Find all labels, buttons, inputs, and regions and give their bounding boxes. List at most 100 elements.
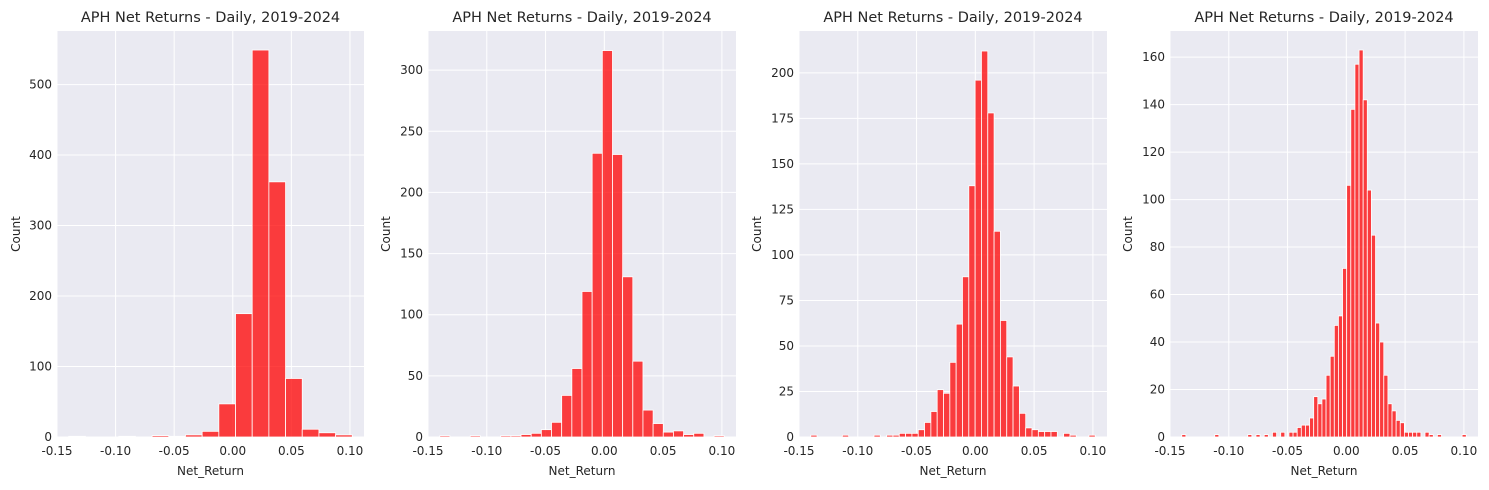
x-axis-label: Net_Return (1291, 464, 1358, 478)
histogram-bar (642, 409, 654, 438)
histogram-bar (591, 152, 603, 438)
y-tick-label: 150 (771, 157, 794, 171)
y-tick-label: 125 (771, 202, 794, 216)
x-axis-label: Net_Return (177, 464, 244, 478)
histogram-bar (612, 154, 624, 438)
histogram-bar (1329, 355, 1335, 438)
histogram-bar (886, 434, 894, 438)
plot-area (1170, 31, 1478, 437)
histogram-bar (930, 411, 938, 438)
histogram-bar (235, 313, 253, 438)
histogram-bar (540, 429, 552, 438)
x-tick-label: -0.05 (1272, 444, 1303, 458)
histogram-bar (571, 368, 583, 438)
y-tick-label: 200 (771, 66, 794, 80)
histogram-bar (68, 435, 86, 438)
histogram-bar (905, 432, 913, 438)
y-axis-label: Count (379, 216, 393, 252)
histogram-bar (1321, 398, 1327, 438)
x-tick-label: -0.10 (471, 444, 502, 458)
histogram-bar (1399, 422, 1405, 438)
histogram-bar (917, 429, 925, 438)
histogram-bar (285, 378, 303, 438)
histogram-bar (632, 360, 644, 438)
histogram-bar (1461, 434, 1467, 438)
histogram-bar (968, 185, 976, 438)
histogram-bar (652, 423, 664, 438)
y-tick-label: 300 (29, 219, 52, 233)
histogram-bar (469, 435, 481, 438)
histogram-bar (962, 276, 970, 438)
histogram-bar (1333, 325, 1339, 438)
y-tick-label: 50 (779, 339, 794, 353)
histogram-panel-1: -0.15 -0.10 -0.05 0.00 0.05 0.10 0 100 200 300 400… (9, 10, 364, 478)
x-tick-label: -0.10 (100, 444, 131, 458)
histogram-bar (1292, 431, 1298, 438)
y-tick-label: 0 (1157, 430, 1165, 444)
y-tick-label: 0 (786, 430, 794, 444)
histogram-bar (1424, 431, 1430, 438)
histogram-bar (1012, 385, 1020, 438)
y-tick-label: 140 (1142, 98, 1165, 112)
y-tick-label: 0 (415, 430, 423, 444)
x-tick-label: 0.05 (278, 444, 305, 458)
histogram-bar (1403, 431, 1409, 438)
y-axis-label: Count (1121, 216, 1135, 252)
histogram-bar (1018, 412, 1027, 438)
x-tick-label: -0.15 (783, 444, 814, 458)
histogram-bar (1317, 403, 1323, 438)
histogram-bar (1354, 63, 1360, 438)
histogram-bar (1412, 431, 1418, 438)
histogram-bar (911, 432, 919, 438)
y-tick-label: 200 (29, 289, 52, 303)
histogram-bar (1358, 49, 1364, 438)
histogram-panel-4: -0.15 -0.10 -0.05 0.00 0.05 0.10 0 20 40 60 80 100 1… (1121, 10, 1478, 478)
histogram-bar (335, 434, 353, 438)
chart-title: APH Net Returns - Daily, 2019-2024 (823, 10, 1082, 26)
histogram-bar (1300, 424, 1306, 438)
x-tick-label: -0.05 (159, 444, 190, 458)
histogram-bar (1280, 431, 1286, 438)
histogram-bar (218, 403, 236, 438)
x-axis-label: Net_Return (920, 464, 987, 478)
y-axis-label: Count (750, 216, 764, 252)
y-tick-label: 75 (779, 293, 794, 307)
histogram-bar (810, 434, 818, 438)
histogram-bar (673, 430, 685, 438)
x-tick-label: 0.10 (709, 444, 736, 458)
histogram-bar (693, 432, 705, 438)
histogram-bar (1383, 374, 1389, 438)
histogram-bar (1362, 99, 1368, 438)
histogram-bar (520, 434, 532, 438)
histogram-bar (924, 422, 932, 438)
y-tick-label: 175 (771, 111, 794, 125)
histogram-bar (622, 276, 634, 438)
histogram-bar (1247, 434, 1253, 438)
histogram-bar (683, 434, 695, 438)
y-tick-label: 120 (1142, 145, 1165, 159)
histogram-bar (974, 79, 982, 438)
y-tick-label: 80 (1150, 240, 1165, 254)
histogram-bar (439, 435, 451, 438)
histogram-bar (1366, 189, 1372, 438)
histogram-bar (1313, 396, 1319, 438)
histogram-bar (1255, 434, 1261, 438)
histogram-bar (1391, 410, 1397, 438)
y-tick-label: 300 (400, 63, 423, 77)
x-tick-label: 0.00 (219, 444, 246, 458)
histogram-bar (1000, 320, 1008, 438)
x-tick-label: -0.15 (41, 444, 72, 458)
histogram-bar (1338, 315, 1343, 438)
histogram-bar (551, 421, 563, 438)
x-tick-label: 0.10 (1080, 444, 1107, 458)
histogram-bar (561, 395, 573, 438)
histogram-bar (1342, 268, 1348, 438)
histogram-bar (1031, 429, 1039, 438)
histogram-bar (1428, 434, 1434, 438)
y-tick-label: 150 (400, 247, 423, 261)
y-tick-label: 25 (779, 384, 794, 398)
histogram-bar (955, 323, 963, 438)
y-tick-label: 40 (1150, 335, 1165, 349)
histogram-bar (1050, 431, 1058, 438)
